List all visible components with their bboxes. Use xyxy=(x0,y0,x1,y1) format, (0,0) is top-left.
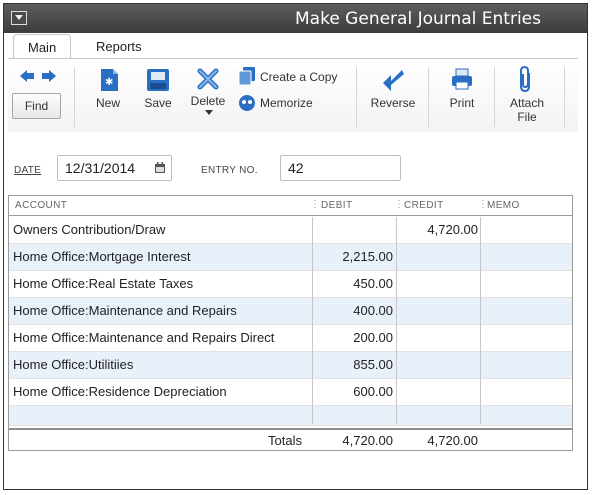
title-bar: Make General Journal Entries xyxy=(4,4,587,33)
new-button[interactable]: New xyxy=(95,96,120,110)
debit-cell[interactable]: 2,215.00 xyxy=(342,249,393,264)
account-cell[interactable]: Home Office:Utilitiies xyxy=(13,357,134,372)
attach-file-button[interactable]: Attach File xyxy=(509,96,545,124)
total-debit: 4,720.00 xyxy=(342,433,393,448)
next-arrow-icon[interactable] xyxy=(40,68,58,84)
debit-cell[interactable]: 450.00 xyxy=(353,276,393,291)
column-header-credit[interactable]: CREDIT xyxy=(404,200,444,211)
create-copy-button[interactable]: Create a Copy xyxy=(260,70,338,84)
date-label: DATE xyxy=(14,165,42,176)
calendar-icon[interactable] xyxy=(154,162,166,174)
previous-arrow-icon[interactable] xyxy=(18,68,36,84)
svg-text:✱: ✱ xyxy=(105,77,113,88)
delete-icon xyxy=(197,68,219,90)
table-row[interactable]: Home Office:Maintenance and Repairs Dire… xyxy=(9,325,572,352)
memorize-button[interactable]: Memorize xyxy=(260,96,313,110)
account-cell[interactable]: Owners Contribution/Draw xyxy=(13,222,166,237)
column-header-debit[interactable]: DEBIT xyxy=(321,200,353,211)
delete-button[interactable]: Delete xyxy=(190,94,226,108)
column-header-memo[interactable]: MEMO xyxy=(487,200,520,211)
table-row[interactable] xyxy=(9,406,572,426)
reverse-icon xyxy=(383,70,404,91)
print-button[interactable]: Print xyxy=(449,96,475,110)
date-field[interactable]: 12/31/2014 xyxy=(57,155,172,181)
paperclip-icon xyxy=(520,65,530,93)
account-cell[interactable]: Home Office:Maintenance and Repairs Dire… xyxy=(13,330,275,345)
credit-cell[interactable] xyxy=(399,244,478,270)
table-row[interactable]: Home Office:Residence Depreciation 600.0… xyxy=(9,379,572,406)
tab-reports[interactable]: Reports xyxy=(96,39,142,54)
total-credit: 4,720.00 xyxy=(427,433,478,448)
totals-row: Totals 4,720.00 4,720.00 xyxy=(9,428,572,451)
debit-cell[interactable]: 600.00 xyxy=(353,384,393,399)
ribbon-tabs: Main Reports xyxy=(8,34,578,59)
credit-cell[interactable] xyxy=(399,325,478,351)
date-value: 12/31/2014 xyxy=(65,160,136,176)
totals-label: Totals xyxy=(268,433,302,448)
debit-cell[interactable]: 855.00 xyxy=(353,357,393,372)
entry-no-field[interactable]: 42 xyxy=(280,155,401,181)
table-row[interactable]: Owners Contribution/Draw 4,720.00 xyxy=(9,217,572,244)
column-header-account[interactable]: ACCOUNT xyxy=(15,200,68,211)
entry-no-label: ENTRY NO. xyxy=(201,165,258,176)
table-row[interactable]: Home Office:Real Estate Taxes 450.00 xyxy=(9,271,572,298)
debit-cell[interactable] xyxy=(314,217,393,243)
tab-main[interactable]: Main xyxy=(13,34,71,59)
account-cell[interactable]: Home Office:Residence Depreciation xyxy=(13,384,227,399)
ribbon-toolbar: Find ✱ New Save Delete Create a Copy Mem… xyxy=(8,58,578,132)
credit-cell[interactable] xyxy=(399,352,478,378)
credit-cell[interactable] xyxy=(399,271,478,297)
save-button[interactable]: Save xyxy=(144,96,172,110)
table-row[interactable]: Home Office:Mortgage Interest 2,215.00 xyxy=(9,244,572,271)
save-icon xyxy=(147,69,169,91)
table-row[interactable]: Home Office:Maintenance and Repairs 400.… xyxy=(9,298,572,325)
reverse-button[interactable]: Reverse xyxy=(370,96,416,110)
debit-cell[interactable]: 400.00 xyxy=(353,303,393,318)
debit-cell[interactable]: 200.00 xyxy=(353,330,393,345)
table-row[interactable]: Home Office:Utilitiies 855.00 xyxy=(9,352,572,379)
credit-cell[interactable] xyxy=(399,298,478,324)
window-title: Make General Journal Entries xyxy=(295,9,541,29)
find-button[interactable]: Find xyxy=(12,93,61,119)
print-icon xyxy=(452,68,472,90)
copy-icon xyxy=(238,67,255,86)
account-cell[interactable]: Home Office:Maintenance and Repairs xyxy=(13,303,237,318)
journal-grid: ACCOUNT ⋮ DEBIT ⋮ CREDIT ⋮ MEMO Owners C… xyxy=(8,195,573,451)
account-cell[interactable]: Home Office:Mortgage Interest xyxy=(13,249,191,264)
account-cell[interactable]: Home Office:Real Estate Taxes xyxy=(13,276,194,291)
credit-cell[interactable]: 4,720.00 xyxy=(427,222,478,237)
credit-cell[interactable] xyxy=(399,379,478,405)
memorize-icon xyxy=(239,95,255,111)
entry-form: DATE 12/31/2014 ENTRY NO. 42 xyxy=(8,132,578,484)
grid-header: ACCOUNT ⋮ DEBIT ⋮ CREDIT ⋮ MEMO xyxy=(9,196,572,216)
chevron-down-icon[interactable] xyxy=(205,110,213,116)
new-document-icon: ✱ xyxy=(101,69,118,91)
system-menu-icon[interactable] xyxy=(11,11,27,25)
